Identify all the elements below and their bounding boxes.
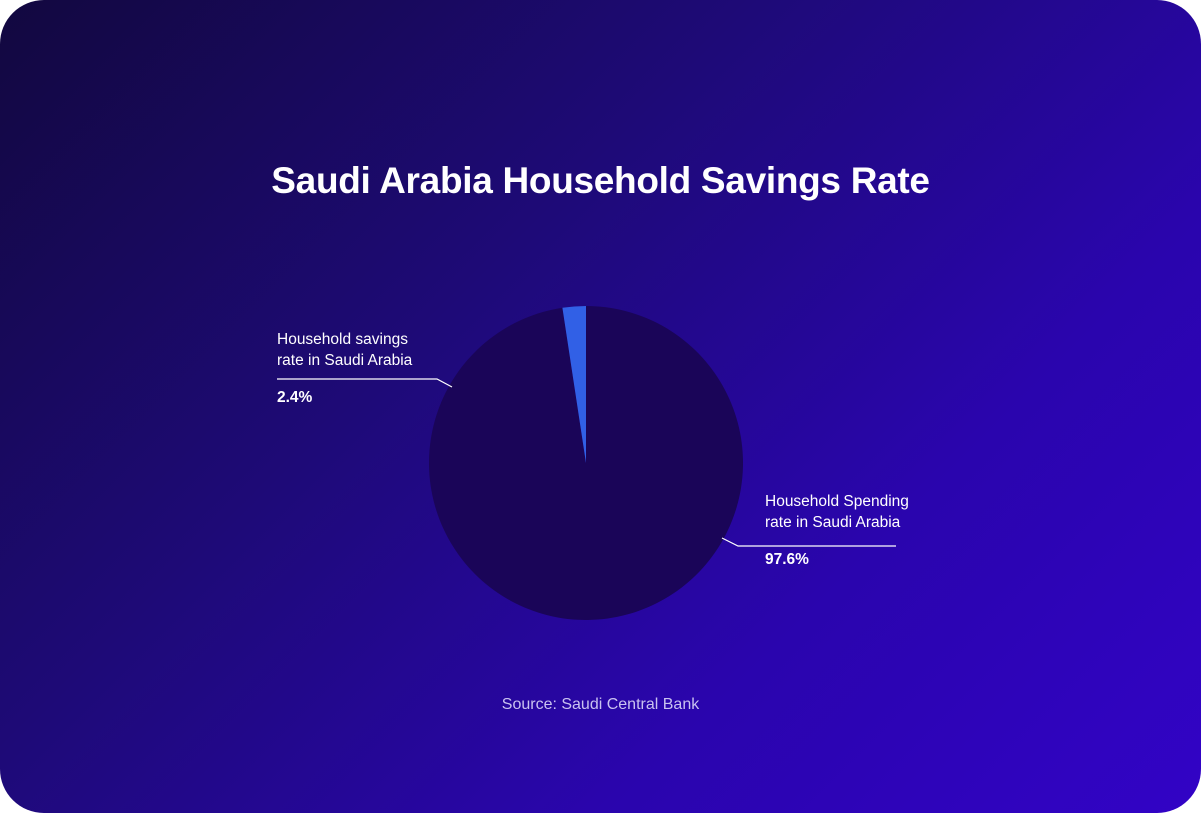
savings-slice xyxy=(562,306,586,463)
pie-slices xyxy=(429,306,744,620)
savings-value-label: 2.4% xyxy=(277,389,313,406)
spending-slice-label: Household Spending rate in Saudi Arabia … xyxy=(765,491,909,570)
spending-label-line2: rate in Saudi Arabia xyxy=(765,514,901,531)
spending-slice xyxy=(429,306,744,620)
savings-slice-label: Household savings rate in Saudi Arabia 2… xyxy=(277,329,412,408)
chart-title: Saudi Arabia Household Savings Rate xyxy=(271,160,930,201)
savings-leader-line xyxy=(277,378,453,388)
spending-label-line1: Household Spending xyxy=(765,493,909,510)
savings-label-line2: rate in Saudi Arabia xyxy=(277,352,413,369)
chart-source: Source: Saudi Central Bank xyxy=(501,696,700,713)
spending-value-label: 97.6% xyxy=(765,551,809,568)
savings-label-line1: Household savings xyxy=(277,331,408,348)
spending-leader-line xyxy=(721,537,896,547)
